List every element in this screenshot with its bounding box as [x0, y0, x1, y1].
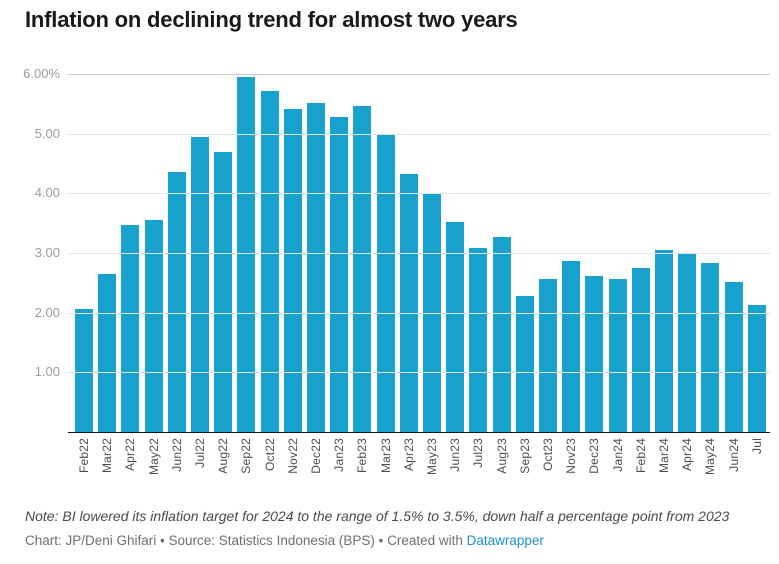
bar-nov22[interactable]	[283, 108, 302, 432]
x-axis-label: Jul22	[193, 438, 208, 468]
x-axis-label: Jun24	[726, 438, 741, 472]
bar-jun23[interactable]	[446, 221, 465, 432]
bar-mar22[interactable]	[98, 274, 117, 432]
page-title: Inflation on declining trend for almost …	[25, 7, 518, 32]
bar-oct23[interactable]	[539, 279, 558, 432]
bar-aug22[interactable]	[214, 152, 233, 432]
bar-mar24[interactable]	[655, 250, 674, 432]
gridline	[68, 312, 770, 314]
x-axis-label: Mar23	[378, 438, 393, 474]
x-axis-label: Jul	[749, 438, 764, 454]
bar-may24[interactable]	[701, 262, 720, 432]
datawrapper-link[interactable]: Datawrapper	[466, 533, 544, 548]
bar-jul22[interactable]	[191, 137, 210, 432]
bar-oct22[interactable]	[260, 91, 279, 432]
bar-jul[interactable]	[747, 304, 766, 432]
x-axis-label: Feb22	[77, 438, 91, 474]
x-axis-label: Feb24	[633, 438, 648, 474]
x-axis-label: May24	[703, 438, 718, 476]
x-axis-labels: Feb22 Mar22 Apr22 May22 Jun22 Jul22 Aug22 Sep22…	[75, 438, 766, 498]
bar-feb23[interactable]	[353, 105, 372, 432]
x-axis-label: Sep22	[239, 438, 254, 474]
bar-mar23[interactable]	[376, 135, 395, 432]
bar-jun22[interactable]	[167, 172, 186, 432]
chart-note: Note: BI lowered its inflation target fo…	[25, 508, 730, 524]
x-axis-label: Jun23	[448, 438, 463, 472]
x-axis-label: Jan23	[332, 438, 347, 472]
bar-feb22[interactable]	[75, 309, 93, 432]
x-axis-label: May22	[146, 438, 161, 476]
bar-apr22[interactable]	[121, 224, 140, 432]
x-axis-label: Sep23	[517, 438, 532, 474]
bar-jan23[interactable]	[330, 116, 349, 432]
x-axis-label: Mar24	[657, 438, 672, 474]
attribution-text: Chart: JP/Deni Ghifari • Source: Statist…	[25, 533, 467, 548]
bar-apr23[interactable]	[399, 173, 418, 432]
y-axis-label: 5.00	[34, 125, 60, 141]
bar-dec22[interactable]	[307, 103, 326, 432]
bar-may22[interactable]	[144, 220, 163, 432]
gridline	[68, 193, 770, 195]
bar-dec23[interactable]	[585, 276, 604, 432]
x-axis-label: Aug22	[216, 438, 231, 474]
x-axis-label: Nov23	[564, 438, 579, 474]
y-axis-label: 2.00	[34, 304, 60, 320]
attribution: Chart: JP/Deni Ghifari • Source: Statist…	[25, 532, 765, 550]
bar-aug23[interactable]	[492, 236, 511, 432]
gridline	[68, 372, 770, 374]
x-axis-label: Mar22	[100, 438, 115, 474]
x-axis-label: Apr22	[123, 438, 138, 472]
y-axis-label: 4.00	[34, 185, 60, 201]
bar-jul23[interactable]	[469, 248, 488, 432]
bar-feb24[interactable]	[631, 267, 650, 432]
gridline	[68, 133, 770, 135]
x-axis-label: Apr24	[680, 438, 695, 472]
x-axis-label: Aug23	[494, 438, 509, 474]
x-axis-label: May23	[425, 438, 440, 476]
bar-jan24[interactable]	[608, 278, 627, 432]
bar-nov23[interactable]	[562, 261, 581, 432]
x-axis-label: Jun22	[169, 438, 184, 472]
x-axis-label: Jul23	[471, 438, 486, 468]
bar-sep22[interactable]	[237, 76, 256, 432]
x-axis-label: Jan24	[610, 438, 625, 472]
x-axis-label: Oct22	[262, 438, 277, 472]
x-axis-label: Oct23	[541, 438, 556, 472]
y-axis-label: 1.00	[34, 364, 60, 380]
x-axis-label: Feb23	[355, 438, 370, 474]
bar-apr24[interactable]	[678, 253, 697, 432]
x-axis-label: Nov22	[285, 438, 300, 474]
bar-jun24[interactable]	[724, 282, 743, 432]
x-axis-label: Apr23	[401, 438, 416, 472]
x-axis-label: Dec23	[587, 438, 602, 474]
y-axis-label: 3.00	[34, 245, 60, 260]
gridline	[68, 74, 770, 75]
y-axis-label: 6.00%	[23, 66, 60, 81]
plot-area: 6.00% 5.00 4.00 3.00 2.00 1.00	[23, 67, 770, 433]
gridline	[68, 253, 770, 254]
bars-container	[75, 74, 766, 432]
x-axis-label: Dec22	[309, 438, 324, 474]
bar-sep23[interactable]	[515, 295, 534, 432]
